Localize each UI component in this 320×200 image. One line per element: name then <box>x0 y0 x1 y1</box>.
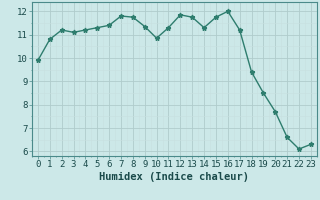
X-axis label: Humidex (Indice chaleur): Humidex (Indice chaleur) <box>100 172 249 182</box>
